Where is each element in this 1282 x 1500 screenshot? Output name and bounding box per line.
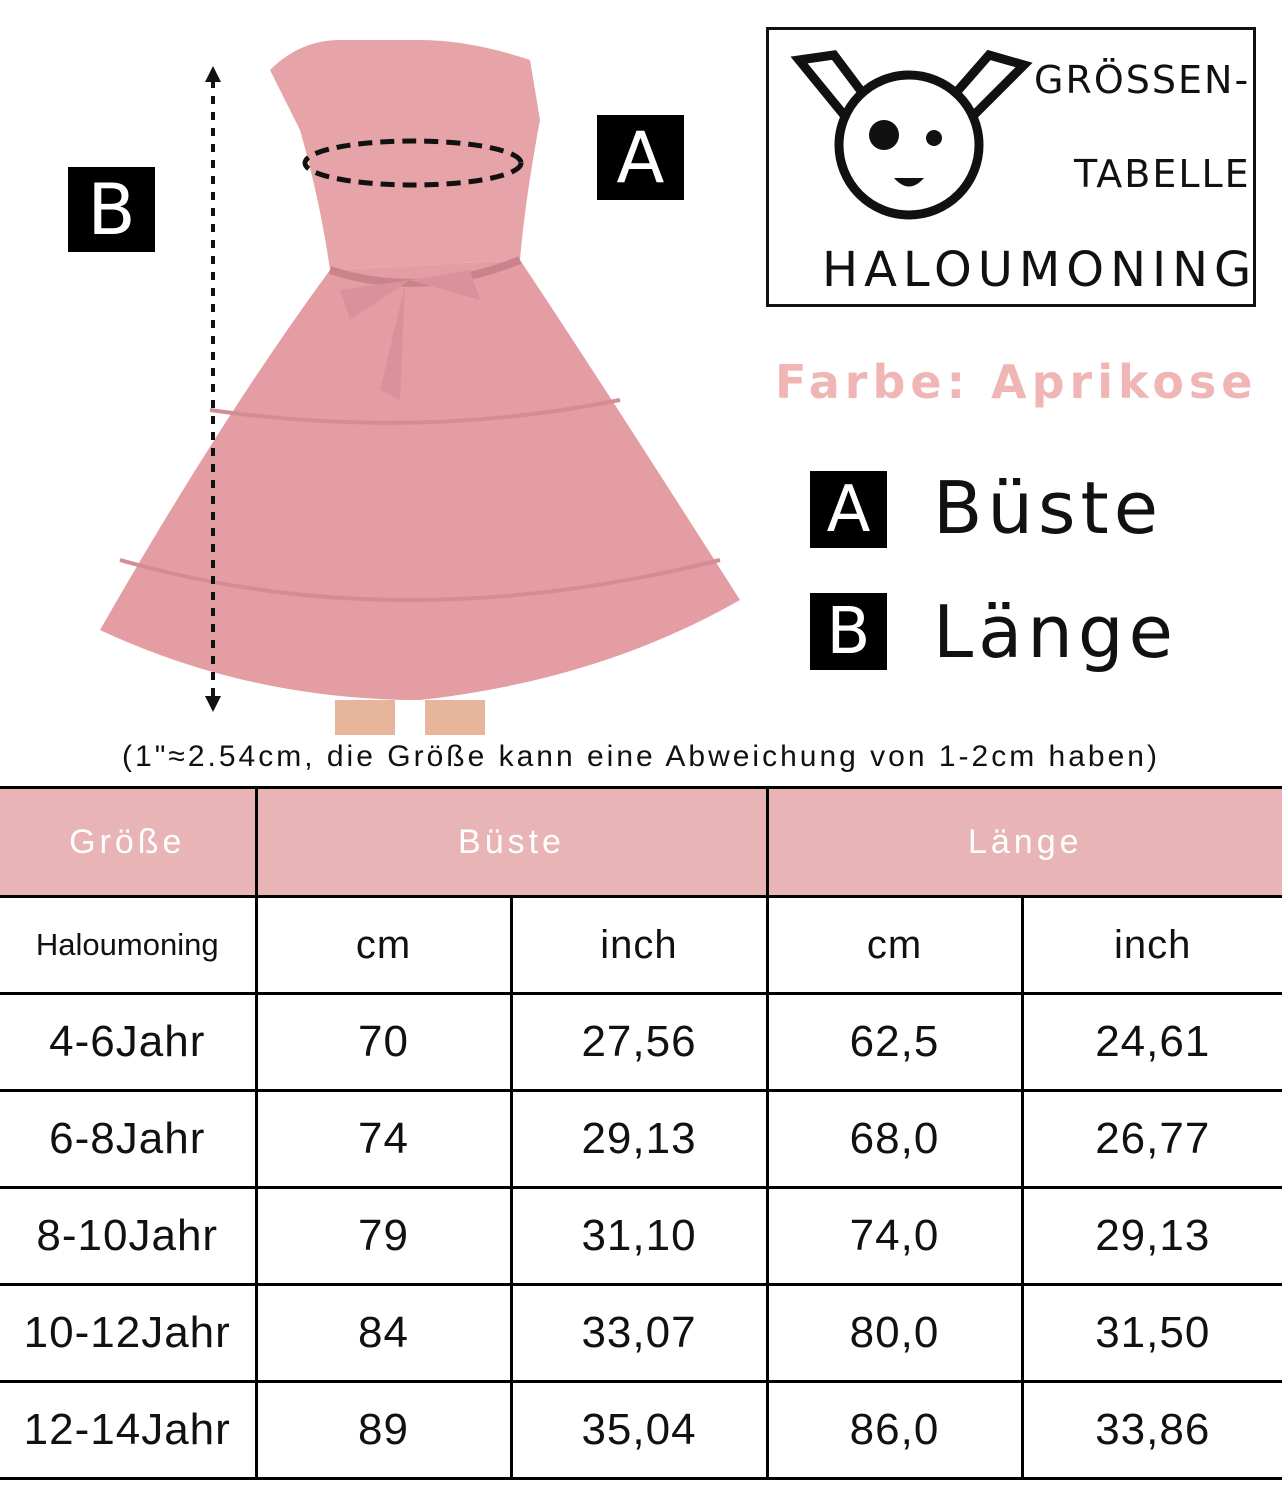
unit-brand: Haloumoning	[0, 895, 258, 995]
value-cell: 29,13	[1020, 1186, 1282, 1286]
table-row: 8-10Jahr 79 31,10 74,0 29,13	[0, 1186, 1282, 1286]
size-cell: 10-12Jahr	[0, 1283, 258, 1383]
value-cell: 68,0	[765, 1089, 1024, 1189]
unit-cell: cm	[765, 895, 1024, 995]
table-row: 12-14Jahr 89 35,04 86,0 33,86	[0, 1380, 1282, 1480]
header-bust: Büste	[254, 786, 769, 898]
table-row: 4-6Jahr 70 27,56 62,5 24,61	[0, 992, 1282, 1092]
size-table: Größe Büste Länge Haloumoning cm inch cm…	[0, 786, 1282, 1480]
value-cell: 33,86	[1020, 1380, 1282, 1480]
unit-cell: cm	[254, 895, 513, 995]
legend-label-bust: Büste	[933, 466, 1164, 550]
logo-line2: TABELLE	[1074, 152, 1251, 196]
value-cell: 89	[254, 1380, 513, 1480]
bust-measure-ellipse	[302, 138, 524, 188]
value-cell: 80,0	[765, 1283, 1024, 1383]
value-cell: 24,61	[1020, 992, 1282, 1092]
size-cell: 6-8Jahr	[0, 1089, 258, 1189]
logo-line1: GRÖSSEN-	[1034, 58, 1251, 102]
legend-label-length: Länge	[933, 590, 1178, 674]
value-cell: 27,56	[509, 992, 769, 1092]
value-cell: 86,0	[765, 1380, 1024, 1480]
value-cell: 31,50	[1020, 1283, 1282, 1383]
value-cell: 74,0	[765, 1186, 1024, 1286]
brand-logo: GRÖSSEN- TABELLE HALOUMONING	[766, 27, 1256, 307]
table-row: 10-12Jahr 84 33,07 80,0 31,50	[0, 1283, 1282, 1383]
value-cell: 31,10	[509, 1186, 769, 1286]
dog-face-icon	[790, 49, 1033, 220]
value-cell: 70	[254, 992, 513, 1092]
unit-row: Haloumoning cm inch cm inch	[0, 895, 1282, 995]
measurement-note: (1"≈2.54cm, die Größe kann eine Abweichu…	[122, 740, 1160, 773]
value-cell: 84	[254, 1283, 513, 1383]
dress-photo	[100, 40, 740, 735]
marker-b: B	[68, 167, 155, 252]
value-cell: 62,5	[765, 992, 1024, 1092]
size-cell: 4-6Jahr	[0, 992, 258, 1092]
size-cell: 12-14Jahr	[0, 1380, 258, 1480]
header-row: Größe Büste Länge	[0, 786, 1282, 898]
value-cell: 33,07	[509, 1283, 769, 1383]
value-cell: 29,13	[509, 1089, 769, 1189]
unit-cell: inch	[509, 895, 769, 995]
value-cell: 79	[254, 1186, 513, 1286]
legend-key-a: A	[810, 471, 887, 548]
marker-a: A	[597, 115, 684, 200]
size-cell: 8-10Jahr	[0, 1186, 258, 1286]
table-row: 6-8Jahr 74 29,13 68,0 26,77	[0, 1089, 1282, 1189]
legend-key-b: B	[810, 593, 887, 670]
unit-cell: inch	[1020, 895, 1282, 995]
header-length: Länge	[765, 786, 1282, 898]
header-size: Größe	[0, 786, 258, 898]
color-label: Farbe: Aprikose	[775, 355, 1258, 409]
value-cell: 26,77	[1020, 1089, 1282, 1189]
logo-brand: HALOUMONING	[822, 242, 1258, 298]
value-cell: 35,04	[509, 1380, 769, 1480]
value-cell: 74	[254, 1089, 513, 1189]
